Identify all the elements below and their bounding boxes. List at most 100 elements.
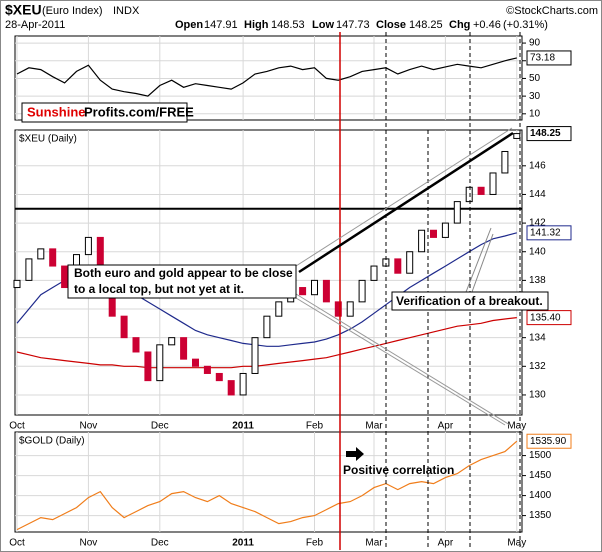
candle — [477, 186, 485, 195]
index-name: (Euro Index) — [42, 5, 103, 17]
candle — [418, 229, 426, 253]
candle — [203, 365, 211, 374]
candle — [192, 358, 199, 367]
candle — [501, 150, 509, 174]
high-label: High — [244, 19, 269, 31]
brand: Sunshine — [27, 104, 86, 119]
candle — [215, 372, 223, 382]
candle — [358, 279, 366, 303]
x-tick-label: Apr — [438, 538, 454, 549]
candle — [370, 265, 378, 281]
x-tick-label: Feb — [306, 538, 324, 549]
candle — [489, 172, 497, 195]
candle — [263, 315, 271, 339]
date: 28-Apr-2011 — [5, 19, 65, 31]
chg-label: Chg — [449, 19, 470, 31]
line — [16, 57, 517, 97]
y-tick-label: 90 — [529, 38, 541, 49]
value-tag-label: 141.32 — [530, 227, 561, 238]
y-tick-label: 10 — [529, 108, 541, 119]
close: 148.25 — [409, 19, 443, 31]
candle — [251, 337, 259, 374]
open: 147.91 — [204, 19, 238, 31]
candle — [25, 258, 33, 281]
open-label: Open — [175, 19, 203, 31]
y-tick-label: 146 — [529, 160, 546, 171]
candle — [84, 236, 92, 256]
candle — [120, 315, 128, 339]
candle — [13, 279, 21, 289]
panel — [14, 431, 523, 533]
x-tick-label: 2011 — [232, 538, 254, 549]
y-tick-label: 132 — [529, 361, 546, 372]
y-tick-label: 1400 — [529, 490, 552, 501]
trend-lines — [295, 127, 514, 426]
candle — [239, 372, 247, 396]
candle — [61, 265, 69, 289]
value-tag-label: 148.25 — [530, 128, 561, 139]
candle — [311, 279, 318, 296]
low-label: Low — [312, 19, 334, 31]
candle — [394, 258, 402, 274]
note: Both euro and gold appear to be close — [74, 266, 293, 280]
exchange: INDX — [113, 5, 140, 17]
x-tick-label: 2011 — [232, 421, 254, 432]
y-tick-label: 50 — [529, 73, 541, 84]
symbol: $XEU — [5, 2, 42, 18]
x-tick-label: May — [507, 538, 526, 549]
brand-box — [21, 102, 188, 123]
candle — [430, 229, 437, 238]
value-tag — [526, 225, 572, 241]
value-tag — [526, 310, 572, 326]
value-tag-label: 1535.90 — [530, 436, 567, 447]
value-tag — [526, 50, 572, 66]
y-tick-label: 130 — [529, 390, 546, 401]
y-tick-label: 142 — [529, 218, 546, 229]
x-tick-label: Oct — [9, 421, 25, 432]
candle — [322, 279, 330, 303]
note-box — [391, 291, 549, 311]
candle — [144, 351, 152, 382]
high: 148.53 — [271, 19, 305, 31]
x-tick-label: Mar — [365, 421, 383, 432]
note: Positive correlation — [343, 463, 454, 477]
candle — [227, 380, 235, 396]
line — [16, 440, 518, 531]
x-tick-label: Nov — [80, 421, 98, 432]
low: 147.73 — [336, 19, 370, 31]
value-tag-label: 135.40 — [530, 312, 561, 323]
candle — [453, 201, 461, 224]
source: ©StockCharts.com — [506, 5, 598, 17]
value-tag — [526, 126, 572, 142]
note-box — [67, 264, 297, 299]
candle — [168, 337, 176, 346]
y-tick-label: 140 — [529, 246, 546, 257]
candle — [49, 248, 57, 267]
y-tick-label: 134 — [529, 332, 546, 343]
x-tick-label: Dec — [151, 421, 169, 432]
x-tick-label: Dec — [151, 538, 169, 549]
x-tick-label: May — [507, 421, 526, 432]
x-tick-label: Mar — [365, 538, 383, 549]
value-tag-label: 73.18 — [530, 53, 555, 64]
candle — [275, 301, 283, 317]
x-tick-label: Nov — [80, 538, 98, 549]
marker-lines — [385, 32, 521, 550]
panel-title: $GOLD (Daily) — [19, 436, 85, 447]
x-tick-label: Oct — [9, 538, 25, 549]
line — [16, 317, 517, 369]
arrow-icon — [346, 447, 364, 461]
y-tick-label: 30 — [529, 91, 541, 102]
chg-pct: (+0.31%) — [503, 19, 548, 31]
candle — [132, 337, 140, 353]
candle — [156, 344, 164, 382]
y-tick-label: 138 — [529, 275, 546, 286]
y-tick-label: 1450 — [529, 470, 552, 481]
y-tick-label: 1500 — [529, 450, 552, 461]
candle — [406, 251, 414, 274]
panel-title: $XEU (Daily) — [19, 134, 77, 145]
candle — [513, 133, 521, 139]
note: to a local top, but not yet at it. — [74, 282, 244, 296]
candle — [334, 301, 342, 317]
